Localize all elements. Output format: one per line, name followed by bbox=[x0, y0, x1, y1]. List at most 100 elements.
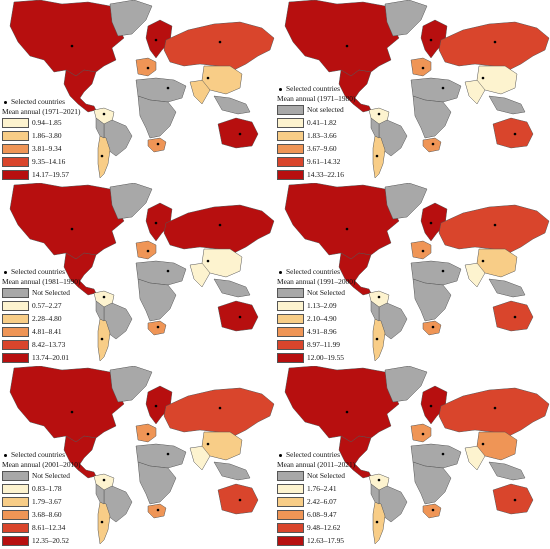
legend-swatch bbox=[277, 130, 304, 141]
sub-saharan-africa-region bbox=[137, 95, 177, 139]
legend-label: 3.68–8.60 bbox=[32, 509, 62, 519]
selected-country-point bbox=[375, 520, 379, 524]
legend-swatch bbox=[2, 522, 29, 533]
central-america-region bbox=[63, 252, 97, 296]
argentina-region bbox=[372, 501, 386, 545]
legend-entry-class-1: 1.76–2.41 bbox=[277, 482, 355, 495]
legend-entry-not-selected: Not Selected bbox=[2, 286, 80, 299]
legend-label: 8.42–13.73 bbox=[32, 339, 66, 349]
legend-entry-class-2: 1.79–3.67 bbox=[2, 495, 80, 508]
legend-entry-class-1: 0.94–1.85 bbox=[2, 116, 80, 129]
central-america-region bbox=[338, 435, 372, 479]
selected-country-point bbox=[102, 112, 106, 116]
legend-point-label: Selected countries bbox=[286, 84, 340, 94]
selected-country-point bbox=[345, 44, 349, 48]
legend-label: Not Selected bbox=[307, 287, 345, 297]
legend-swatch bbox=[277, 104, 304, 115]
legend-point-entry: Selected countries bbox=[277, 450, 355, 460]
legend-entry-class-3: 6.08–9.47 bbox=[277, 508, 355, 521]
australia-region bbox=[492, 483, 534, 515]
legend-label: 1.76–2.41 bbox=[307, 483, 337, 493]
china-region bbox=[476, 431, 518, 461]
legend-point-entry: Selected countries bbox=[2, 450, 80, 460]
legend-label: 6.08–9.47 bbox=[307, 509, 337, 519]
selected-country-point bbox=[156, 508, 160, 512]
southeast-asia-region bbox=[488, 461, 526, 481]
selected-country-point bbox=[481, 442, 485, 446]
china-region bbox=[201, 248, 243, 278]
legend-title: Mean annual (1971–1980) bbox=[277, 93, 356, 103]
legend-swatch bbox=[2, 483, 29, 494]
selected-country-point bbox=[377, 295, 381, 299]
legend-label: 8.97–11.99 bbox=[307, 339, 340, 349]
selected-country-point bbox=[431, 508, 435, 512]
india-region bbox=[189, 445, 211, 471]
world-map bbox=[9, 0, 275, 179]
map-panel-2011-2021: Selected countries Mean annual (2011–2021… bbox=[275, 366, 550, 549]
central-america-region bbox=[63, 435, 97, 479]
legend-entry-class-5: 14.33–22.16 bbox=[277, 168, 355, 181]
andes-region bbox=[95, 117, 105, 139]
southeast-asia-region bbox=[213, 278, 251, 298]
legend-label: 3.81–9.34 bbox=[32, 143, 62, 153]
point-marker-icon bbox=[4, 453, 7, 457]
legend-label: 2.10–4.90 bbox=[307, 313, 337, 323]
legend-label: 13.74–20.01 bbox=[32, 352, 69, 362]
legend-swatch bbox=[2, 117, 29, 128]
argentina-region bbox=[97, 318, 111, 362]
selected-country-point bbox=[206, 259, 210, 263]
world-map bbox=[284, 366, 550, 545]
legend-swatch bbox=[2, 326, 29, 337]
north-america-region bbox=[9, 183, 125, 260]
map-legend: Selected countries Mean annual (2011–2021… bbox=[277, 450, 355, 547]
legend-point-label: Selected countries bbox=[11, 97, 65, 107]
selected-country-point bbox=[146, 249, 150, 253]
southeast-asia-region bbox=[488, 95, 526, 115]
south-africa-region bbox=[147, 137, 167, 153]
map-legend: Selected countries Mean annual (2001–2010… bbox=[2, 450, 80, 547]
legend-entry-class-3: 4.81–8.41 bbox=[2, 325, 80, 338]
legend-swatch bbox=[277, 143, 304, 154]
western-europe-region bbox=[135, 57, 157, 77]
legend-entry-class-5: 14.17–19.57 bbox=[2, 168, 80, 181]
legend-entry-class-4: 8.97–11.99 bbox=[277, 338, 355, 351]
point-marker-icon bbox=[4, 270, 7, 274]
andes-region bbox=[370, 117, 380, 139]
selected-country-point bbox=[345, 410, 349, 414]
legend-entry-class-5: 12.35–20.52 bbox=[2, 534, 80, 547]
legend-swatch bbox=[277, 522, 304, 533]
andes-region bbox=[370, 300, 380, 322]
selected-country-point bbox=[166, 269, 170, 273]
south-africa-region bbox=[422, 137, 442, 153]
legend-entry-not-selected: Not selected bbox=[277, 103, 355, 116]
legend-label: 8.61–12.34 bbox=[32, 522, 66, 532]
legend-swatch bbox=[277, 535, 304, 546]
legend-entry-class-2: 2.42–6.07 bbox=[277, 495, 355, 508]
north-america-region bbox=[284, 0, 400, 77]
legend-label: 4.81–8.41 bbox=[32, 326, 62, 336]
legend-point-label: Selected countries bbox=[286, 450, 340, 460]
map-panel-1971-1980: Selected countries Mean annual (1971–1980… bbox=[275, 0, 550, 183]
legend-entry-class-3: 3.67–9.60 bbox=[277, 142, 355, 155]
legend-entry-class-5: 13.74–20.01 bbox=[2, 351, 80, 364]
legend-entry-not-selected: Not Selected bbox=[277, 286, 355, 299]
central-america-region bbox=[338, 252, 372, 296]
world-map bbox=[9, 366, 275, 545]
andes-region bbox=[95, 483, 105, 505]
map-legend: Selected countries Mean annual (1971–2021… bbox=[2, 97, 80, 181]
south-africa-region bbox=[147, 503, 167, 519]
legend-label: 0.83–1.78 bbox=[32, 483, 62, 493]
legend-label: 3.67–9.60 bbox=[307, 143, 337, 153]
india-region bbox=[464, 79, 486, 105]
legend-swatch bbox=[277, 313, 304, 324]
legend-swatch bbox=[277, 287, 304, 298]
legend-label: Not Selected bbox=[307, 470, 345, 480]
andes-region bbox=[370, 483, 380, 505]
legend-point-label: Selected countries bbox=[11, 267, 65, 277]
selected-country-point bbox=[481, 259, 485, 263]
selected-country-point bbox=[166, 86, 170, 90]
map-legend: Selected countries Mean annual (1991–2000… bbox=[277, 267, 355, 364]
western-europe-region bbox=[410, 57, 432, 77]
world-map bbox=[9, 183, 275, 362]
legend-label: Not selected bbox=[307, 104, 344, 114]
